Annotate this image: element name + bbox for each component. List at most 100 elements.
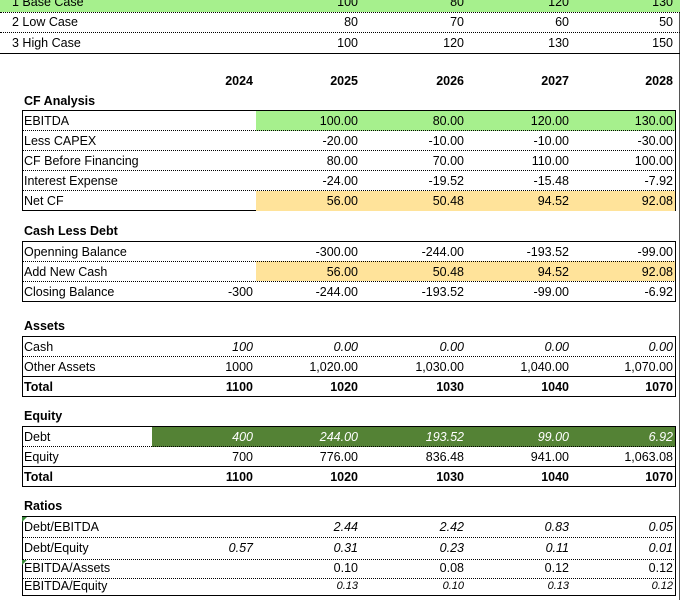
cell[interactable]: 1030 (436, 380, 464, 394)
cell[interactable]: 94.52 (537, 265, 569, 279)
table-row[interactable]: Debt/EBITDA 2.44 2.42 0.83 0.05 (0, 517, 680, 537)
scenario-value[interactable]: 100 (337, 0, 358, 9)
table-row[interactable]: Other Assets 1000 1,020.00 1,030.00 1,04… (0, 357, 680, 377)
scenario-value[interactable]: 130 (652, 0, 673, 9)
scenario-value[interactable]: 60 (555, 15, 569, 29)
cell[interactable]: -99.00 (533, 285, 569, 299)
cell[interactable]: 1100 (225, 380, 253, 394)
cell[interactable]: 100 (232, 340, 253, 354)
cell[interactable]: 1,040.00 (520, 360, 569, 374)
cell[interactable]: 0.00 (439, 340, 464, 354)
cell[interactable]: 0.13 (336, 580, 358, 592)
cell[interactable]: -30.00 (637, 134, 673, 148)
cell[interactable]: 0.57 (228, 541, 253, 555)
cell[interactable]: 100.00 (634, 154, 673, 168)
table-row[interactable]: Closing Balance -300 -244.00 -193.52 -99… (0, 282, 680, 302)
cell[interactable]: 836.48 (425, 450, 464, 464)
scenario-row-base[interactable]: 1 Base Case 100 80 120 130 (0, 0, 680, 12)
cell[interactable]: 99.00 (537, 430, 569, 444)
cell[interactable]: 1020 (330, 380, 358, 394)
table-row[interactable]: Cash 100 0.00 0.00 0.00 0.00 (0, 337, 680, 357)
scenario-value[interactable]: 80 (450, 0, 464, 9)
table-row[interactable]: CF Before Financing 80.00 70.00 110.00 1… (0, 151, 680, 171)
cell[interactable]: 0.10 (442, 580, 464, 592)
error-indicator-icon[interactable] (22, 517, 27, 522)
cell[interactable]: -244.00 (315, 285, 358, 299)
cell[interactable]: 6.92 (648, 430, 673, 444)
scenario-row-low[interactable]: 2 Low Case 80 70 60 50 (0, 12, 680, 32)
table-row[interactable]: Openning Balance -300.00 -244.00 -193.52… (0, 242, 680, 262)
cell[interactable]: 0.05 (648, 520, 673, 534)
cell[interactable]: 92.08 (641, 265, 673, 279)
table-row[interactable]: Debt/Equity 0.57 0.31 0.23 0.11 0.01 (0, 538, 680, 558)
cell[interactable]: 50.48 (432, 265, 464, 279)
cell[interactable]: 0.31 (333, 541, 358, 555)
table-row[interactable]: EBITDA/Assets 0.10 0.08 0.12 0.12 (0, 559, 680, 578)
cell[interactable]: -20.00 (322, 134, 358, 148)
table-row[interactable]: Add New Cash 56.00 50.48 94.52 92.08 (0, 262, 680, 282)
table-row[interactable]: Equity 700 776.00 836.48 941.00 1,063.08 (0, 447, 680, 467)
cell[interactable]: 400 (232, 430, 253, 444)
cell[interactable]: 0.01 (648, 541, 673, 555)
cell[interactable]: 1070 (645, 470, 673, 484)
cell[interactable]: 92.08 (641, 194, 673, 208)
cell[interactable]: 0.83 (544, 520, 569, 534)
error-indicator-icon[interactable] (22, 560, 27, 565)
cell[interactable]: 1,030.00 (415, 360, 464, 374)
cell[interactable]: 776.00 (319, 450, 358, 464)
cell[interactable]: 80.00 (432, 114, 464, 128)
cell[interactable]: 56.00 (326, 194, 358, 208)
scenario-value[interactable]: 100 (337, 36, 358, 50)
cell[interactable]: -300.00 (315, 245, 358, 259)
cell[interactable]: 700 (232, 450, 253, 464)
scenario-value[interactable]: 120 (548, 0, 569, 9)
cell[interactable]: 0.10 (333, 561, 358, 575)
cell[interactable]: 56.00 (326, 265, 358, 279)
table-row[interactable]: Net CF 56.00 50.48 94.52 92.08 (0, 191, 680, 211)
cell[interactable]: -193.52 (526, 245, 569, 259)
table-row[interactable]: Interest Expense -24.00 -19.52 -15.48 -7… (0, 171, 680, 191)
cell[interactable]: 0.00 (333, 340, 358, 354)
cell[interactable]: 130.00 (634, 114, 673, 128)
cell[interactable]: -15.48 (533, 174, 569, 188)
cell[interactable]: -10.00 (428, 134, 464, 148)
scenario-value[interactable]: 80 (344, 15, 358, 29)
cell[interactable]: 1040 (541, 470, 569, 484)
cell[interactable]: 2.44 (333, 520, 358, 534)
cell[interactable]: 1,070.00 (624, 360, 673, 374)
cell[interactable]: -193.52 (421, 285, 464, 299)
cell[interactable]: 0.08 (439, 561, 464, 575)
cell[interactable]: 0.00 (544, 340, 569, 354)
cell[interactable]: 100.00 (319, 114, 358, 128)
scenario-value[interactable]: 130 (548, 36, 569, 50)
cell[interactable]: 193.52 (425, 430, 464, 444)
cell[interactable]: 2.42 (439, 520, 464, 534)
cell[interactable]: 1000 (225, 360, 253, 374)
cell[interactable]: -99.00 (637, 245, 673, 259)
scenario-value[interactable]: 120 (443, 36, 464, 50)
cell[interactable]: 0.12 (651, 580, 673, 592)
cell[interactable]: 1030 (436, 470, 464, 484)
cell[interactable]: -19.52 (428, 174, 464, 188)
scenario-row-high[interactable]: 3 High Case 100 120 130 150 (0, 33, 680, 53)
cell[interactable]: -6.92 (644, 285, 674, 299)
cell[interactable]: 110.00 (531, 154, 569, 168)
cell[interactable]: -244.00 (421, 245, 464, 259)
table-row[interactable]: Less CAPEX -20.00 -10.00 -10.00 -30.00 (0, 131, 680, 151)
cell[interactable]: 120.00 (530, 114, 569, 128)
scenario-value[interactable]: 70 (450, 15, 464, 29)
cell[interactable]: -7.92 (644, 174, 674, 188)
cell[interactable]: 1040 (541, 380, 569, 394)
cell[interactable]: 0.13 (547, 580, 569, 592)
cell[interactable]: 1100 (225, 470, 253, 484)
scenario-value[interactable]: 50 (659, 15, 673, 29)
cell[interactable]: 244.00 (319, 430, 358, 444)
cell[interactable]: 941.00 (530, 450, 569, 464)
cell[interactable]: 1020 (330, 470, 358, 484)
cell[interactable]: 1,020.00 (309, 360, 358, 374)
cell[interactable]: 0.00 (648, 340, 673, 354)
cell[interactable]: 0.11 (545, 541, 569, 555)
cell[interactable]: 1,063.08 (624, 450, 673, 464)
table-row[interactable]: EBITDA/Equity 0.13 0.10 0.13 0.12 (0, 578, 680, 595)
table-row[interactable]: Debt 400 244.00 193.52 99.00 6.92 (0, 427, 680, 447)
